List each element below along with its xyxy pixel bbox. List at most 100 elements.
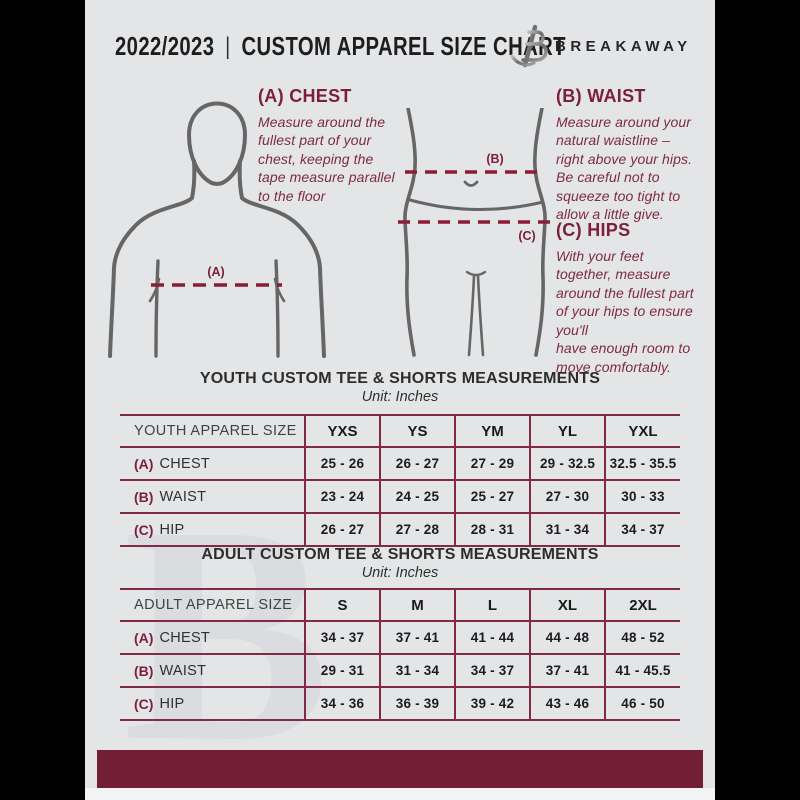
measurement-cell: 41 - 44 — [454, 622, 529, 653]
left-body-outline — [403, 106, 417, 357]
measurement-cell: 29 - 32.5 — [529, 448, 604, 479]
measurement-cell: 31 - 34 — [379, 655, 454, 686]
left-armpit-line — [154, 259, 160, 358]
chest-section-text: Measure around the fullest part of your … — [258, 114, 395, 204]
measurement-cell: 31 - 34 — [529, 514, 604, 545]
measurement-cell: 26 - 27 — [379, 448, 454, 479]
measurement-cell: 48 - 52 — [604, 622, 680, 653]
measurement-cell: 34 - 37 — [454, 655, 529, 686]
logo-bottom-bowl — [521, 42, 548, 62]
chest-section-heading: (A) CHEST — [258, 86, 352, 106]
measurement-cell: 34 - 37 — [604, 514, 680, 545]
measurement-cell: 27 - 28 — [379, 514, 454, 545]
size-column-header: XL — [529, 590, 604, 620]
size-column-header: S — [304, 590, 379, 620]
waist-hip-illustration: (B) (C) — [390, 106, 560, 363]
size-column-header: YS — [379, 416, 454, 446]
adult-hip-row: (C) HIP 34 - 36 36 - 39 39 - 42 43 - 46 … — [120, 686, 680, 721]
adult-apparel-size-header: ADULT APPAREL SIZE — [134, 597, 293, 613]
measurement-cell: 43 - 46 — [529, 688, 604, 719]
header-separator: | — [225, 32, 231, 60]
bottom-margin-strip — [85, 788, 715, 800]
footer-accent-bar — [97, 750, 703, 788]
hips-section-heading: (C) HIPS — [556, 220, 631, 240]
hips-section-text: With your feet together, measure around … — [556, 248, 694, 375]
adult-waist-row: (B) WAIST 29 - 31 31 - 34 34 - 37 37 - 4… — [120, 653, 680, 686]
waist-marker-label: (B) — [486, 152, 503, 166]
chest-marker-label: (A) — [207, 265, 224, 279]
measurement-cell: 39 - 42 — [454, 688, 529, 719]
right-inner-leg — [476, 274, 485, 357]
youth-chest-row: (A) CHEST 25 - 26 26 - 27 27 - 29 29 - 3… — [120, 446, 680, 479]
youth-size-table: YOUTH APPAREL SIZE YXS YS YM YL YXL (A) … — [120, 414, 680, 547]
breakaway-logo-icon — [509, 24, 549, 75]
measurement-cell: 25 - 27 — [454, 481, 529, 512]
youth-table-title: YOUTH CUSTOM TEE & SHORTS MEASUREMENTS — [199, 370, 601, 387]
measurement-cell: 23 - 24 — [304, 481, 379, 512]
row-marker: (A) — [134, 455, 154, 472]
adult-table-title: ADULT CUSTOM TEE & SHORTS MEASUREMENTS — [201, 546, 599, 563]
measurement-cell: 24 - 25 — [379, 481, 454, 512]
size-column-header: YL — [529, 416, 604, 446]
right-body-outline — [533, 106, 547, 357]
chest-illustration: (A) — [106, 83, 328, 363]
size-column-header: L — [454, 590, 529, 620]
right-armpit-flick — [273, 277, 286, 303]
measurement-cell: 46 - 50 — [604, 688, 680, 719]
measurement-cell: 29 - 31 — [304, 655, 379, 686]
measurement-cell: 44 - 48 — [529, 622, 604, 653]
measurement-cell: 25 - 26 — [304, 448, 379, 479]
youth-table-unit: Unit: Inches — [361, 389, 439, 405]
left-shoulder-arm — [108, 159, 197, 358]
measurement-cell: 26 - 27 — [304, 514, 379, 545]
row-marker: (B) — [134, 662, 154, 679]
size-column-header: M — [379, 590, 454, 620]
row-marker: (C) — [134, 695, 154, 712]
measurement-cell: 30 - 33 — [604, 481, 680, 512]
brand-name: BREAKAWAY — [555, 38, 692, 55]
adult-chest-row: (A) CHEST 34 - 37 37 - 41 41 - 44 44 - 4… — [120, 620, 680, 653]
measurement-cell: 37 - 41 — [379, 622, 454, 653]
row-marker: (C) — [134, 521, 154, 538]
hip-curve — [408, 198, 545, 211]
measurement-cell: 41 - 45.5 — [604, 655, 680, 686]
measurement-cell: 37 - 41 — [529, 655, 604, 686]
navel-mark — [463, 180, 479, 187]
brand-watermark: B — [123, 463, 330, 800]
left-armpit-flick — [148, 277, 161, 303]
measurement-cell: 34 - 37 — [304, 622, 379, 653]
right-shoulder-arm — [237, 159, 326, 358]
crotch-curve — [465, 270, 487, 277]
measurement-cell: 28 - 31 — [454, 514, 529, 545]
measurement-cell: 32.5 - 35.5 — [604, 448, 680, 479]
measurement-cell: 27 - 30 — [529, 481, 604, 512]
document-header: 2022/2023 | CUSTOM APPAREL SIZE CHART — [115, 31, 566, 62]
waist-section-heading: (B) WAIST — [556, 86, 646, 106]
youth-apparel-size-header: YOUTH APPAREL SIZE — [134, 423, 297, 439]
measurement-cell: 27 - 29 — [454, 448, 529, 479]
measurement-cell: 34 - 36 — [304, 688, 379, 719]
measurement-cell: 36 - 39 — [379, 688, 454, 719]
row-label: (B) WAIST — [134, 488, 207, 505]
adult-table-unit: Unit: Inches — [361, 565, 439, 581]
size-column-header: 2XL — [604, 590, 680, 620]
adult-size-table: ADULT APPAREL SIZE S M L XL 2XL (A) CHES… — [120, 588, 680, 721]
row-label: (A) CHEST — [134, 629, 211, 646]
youth-hip-row: (C) HIP 26 - 27 27 - 28 28 - 31 31 - 34 … — [120, 512, 680, 547]
waist-section-text: Measure around your natural waistline – … — [556, 114, 693, 223]
size-column-header: YXS — [304, 416, 379, 446]
row-marker: (B) — [134, 488, 154, 505]
logo-foot-curl — [510, 54, 536, 67]
row-label: (A) CHEST — [134, 455, 211, 472]
row-marker: (A) — [134, 629, 154, 646]
youth-waist-row: (B) WAIST 23 - 24 24 - 25 25 - 27 27 - 3… — [120, 479, 680, 512]
hip-marker-label: (C) — [518, 229, 535, 243]
row-label: (C) HIP — [134, 521, 185, 538]
size-column-header: YM — [454, 416, 529, 446]
size-chart-document: B 2022/2023 | CUSTOM APPAREL SIZE CHART … — [85, 0, 715, 800]
size-column-header: YXL — [604, 416, 680, 446]
head-outline — [186, 101, 248, 186]
right-armpit-line — [274, 259, 280, 358]
row-label: (B) WAIST — [134, 662, 207, 679]
